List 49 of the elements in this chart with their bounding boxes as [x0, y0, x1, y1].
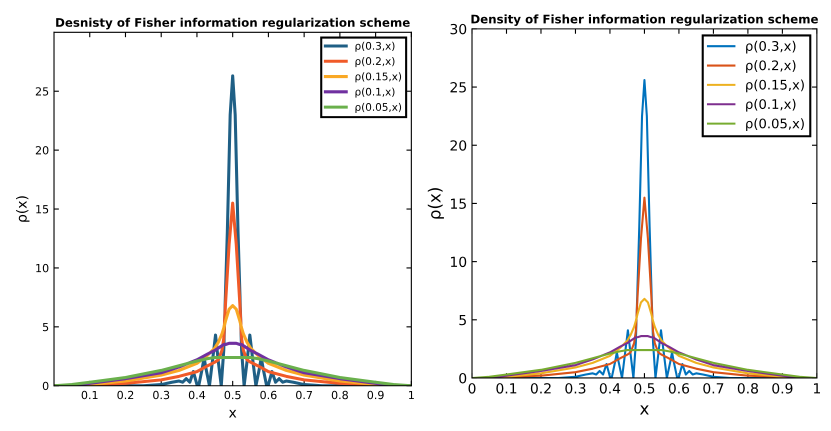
legend-label: ρ(0.15,x)	[356, 72, 402, 82]
x-tick-label: 1	[814, 383, 820, 394]
legend-label: ρ(0.3,x)	[746, 40, 796, 54]
y-tick-label: 15	[36, 205, 48, 214]
y-axis-title: ρ(x)	[16, 196, 30, 222]
x-tick-label: 0.6	[668, 383, 690, 394]
x-tick-label: 0.1	[496, 383, 516, 394]
y-tick-label: 5	[42, 322, 48, 332]
x-tick-label: 0.4	[600, 383, 620, 394]
y-tick-label: 10	[451, 256, 466, 268]
x-tick-label: 0.7	[296, 390, 312, 400]
x-tick-label: 0.2	[530, 383, 551, 394]
x-tick-label: 0.4	[188, 390, 206, 400]
x-tick-label: 0.9	[368, 390, 384, 400]
y-tick-label: 0	[459, 372, 466, 384]
x-tick-label: 0.5	[224, 390, 241, 400]
legend-label: ρ(0.2,x)	[356, 57, 394, 68]
legend-label: ρ(0.15,x)	[746, 80, 804, 92]
legend-label: ρ(0.2,x)	[746, 60, 796, 73]
y-tick-label: 25	[36, 87, 48, 96]
legend-label: ρ(0.05,x)	[356, 102, 402, 113]
x-tick-label: 0.7	[703, 383, 724, 394]
legend-label: ρ(0.1,x)	[746, 98, 796, 112]
y-tick-label: 5	[459, 314, 466, 326]
x-tick-label: 0.3	[565, 383, 586, 394]
y-tick-label: 30	[450, 24, 466, 34]
x-tick-label: 0.5	[634, 383, 654, 394]
legend-label: ρ(0.3,x)	[356, 42, 394, 52]
y-tick-label: 15	[451, 198, 466, 209]
y-tick-label: 25	[450, 82, 466, 93]
x-tick-label: 0.1	[82, 390, 98, 400]
x-tick-label: 0.8	[332, 390, 348, 400]
y-axis-title: ρ(x)	[428, 188, 444, 219]
x-axis-title: x	[228, 410, 236, 418]
legend-label: ρ(0.1,x)	[356, 88, 394, 98]
x-tick-label: 0.8	[738, 383, 758, 394]
x-tick-label: 0.9	[772, 383, 792, 394]
y-tick-label: 20	[36, 146, 48, 155]
y-tick-label: 20	[450, 140, 466, 151]
x-axis-title: x	[640, 405, 649, 415]
legend-label: ρ(0.05,x)	[746, 118, 804, 131]
y-tick-label: 10	[36, 264, 48, 272]
chart-title: Desnisty of Fisher information regularization scheme	[56, 18, 410, 30]
x-tick-label: 1	[409, 390, 414, 400]
x-tick-label: 0	[468, 383, 476, 394]
chart-title: Density of Fisher information regularization scheme	[471, 14, 818, 26]
x-tick-label: 0.3	[153, 390, 170, 400]
x-tick-label: 0.6	[260, 390, 277, 400]
x-tick-label: 0.2	[117, 390, 134, 400]
